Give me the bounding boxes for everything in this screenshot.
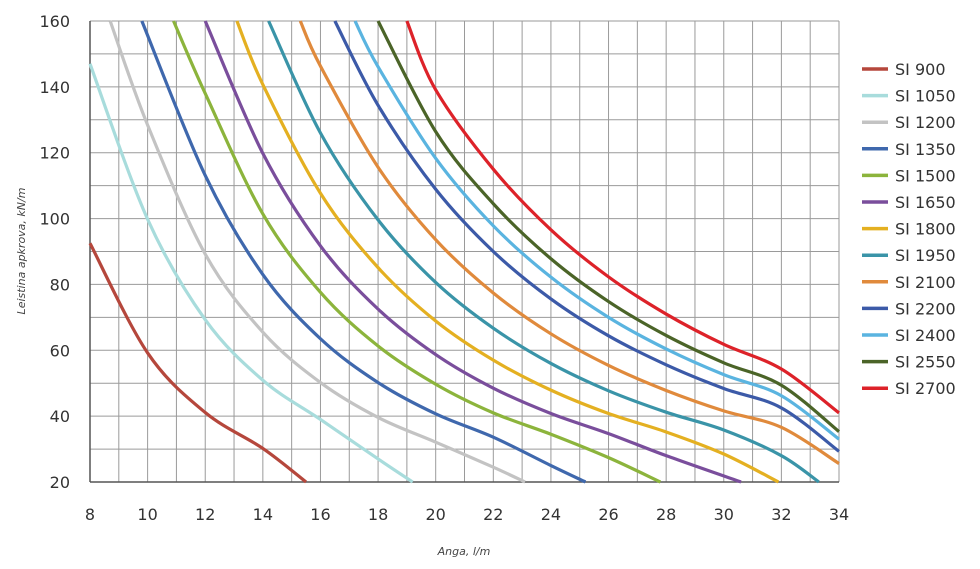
legend-label-si-2700: SI 2700: [895, 379, 956, 398]
series-line-si-2700: [405, 20, 840, 415]
series-line-si-1500: [172, 20, 662, 484]
x-tick-label: 20: [426, 505, 446, 524]
series-line-si-900: [88, 242, 308, 484]
y-tick-label: 20: [50, 473, 70, 492]
y-tick-label: 80: [50, 275, 70, 294]
series-line-si-1350: [140, 20, 587, 484]
legend-label-si-2100: SI 2100: [895, 273, 956, 292]
y-axis-title: Leistina apkrova, kN/m: [15, 188, 28, 315]
x-tick-label: 24: [541, 505, 561, 524]
series-line-si-1650: [203, 20, 742, 484]
x-tick-label: 12: [195, 505, 215, 524]
axis-tick-labels: 8 10 12 14 16 18 20 22 24 26 28 30 32 34 20 40 60 80 100 12…: [39, 12, 849, 524]
series-line-si-1200: [108, 20, 526, 484]
x-tick-label: 10: [137, 505, 157, 524]
x-tick-label: 22: [483, 505, 503, 524]
x-tick-label: 28: [656, 505, 676, 524]
legend-label-si-900: SI 900: [895, 60, 946, 79]
legend-label-si-1650: SI 1650: [895, 193, 956, 212]
legend-label-si-1200: SI 1200: [895, 113, 956, 132]
x-tick-label: 8: [85, 505, 95, 524]
x-tick-label: 34: [829, 505, 849, 524]
y-tick-label: 120: [39, 144, 70, 163]
y-tick-label: 60: [50, 341, 70, 360]
x-tick-label: 14: [253, 505, 273, 524]
legend-label-si-1500: SI 1500: [895, 166, 956, 185]
series-line-si-1800: [235, 20, 780, 484]
series-line-si-1950: [267, 20, 820, 484]
x-tick-label: 18: [368, 505, 388, 524]
x-tick-label: 16: [310, 505, 330, 524]
series-line-si-2400: [353, 20, 840, 441]
legend-label-si-2400: SI 2400: [895, 326, 956, 345]
legend-label-si-1050: SI 1050: [895, 87, 956, 106]
series-line-si-2550: [376, 20, 841, 433]
legend-label-si-1950: SI 1950: [895, 246, 956, 265]
y-tick-label: 140: [39, 78, 70, 97]
series-line-si-2200: [333, 20, 840, 453]
x-tick-label: 32: [771, 505, 791, 524]
y-tick-label: 100: [39, 210, 70, 229]
x-axis-title: Anga, l/m: [437, 545, 491, 558]
series-line-si-1050: [88, 63, 414, 484]
legend-label-si-2550: SI 2550: [895, 353, 956, 372]
legend: SI 900 SI 1050 SI 1200 SI 1350 SI 1500 SI 165…: [862, 60, 956, 398]
y-tick-label: 40: [50, 407, 70, 426]
x-tick-label: 26: [598, 505, 618, 524]
y-tick-label: 160: [39, 12, 70, 31]
series-lines: [88, 20, 841, 484]
series-line-si-2100: [298, 20, 840, 465]
x-tick-label: 30: [714, 505, 734, 524]
legend-label-si-1800: SI 1800: [895, 220, 956, 239]
legend-label-si-1350: SI 1350: [895, 140, 956, 159]
legend-label-si-2200: SI 2200: [895, 299, 956, 318]
